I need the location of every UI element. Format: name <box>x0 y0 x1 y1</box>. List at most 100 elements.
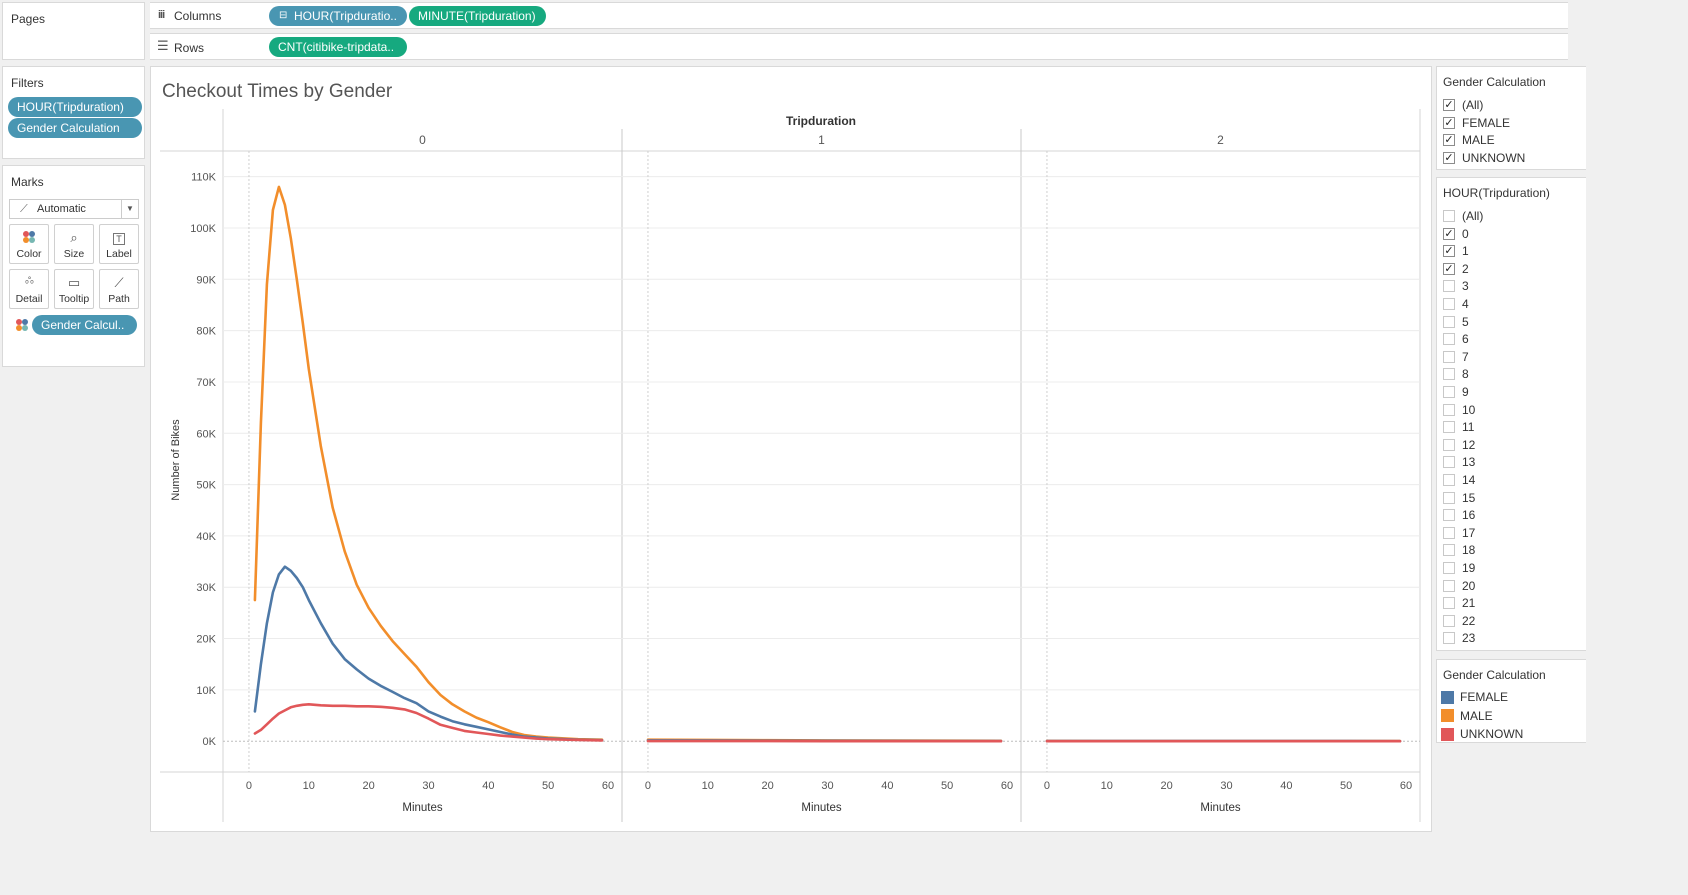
legend-label: UNKNOWN <box>1460 727 1524 741</box>
pages-shelf[interactable]: Pages <box>2 2 145 60</box>
hour-filter-option-label: 21 <box>1462 596 1476 611</box>
x-tick-label: 0 <box>246 780 252 792</box>
hour-filter-option[interactable]: 21 <box>1443 594 1475 612</box>
checkbox-unchecked[interactable] <box>1443 403 1455 416</box>
path-button[interactable]: ⟋ Path <box>99 269 139 309</box>
x-tick-label: 0 <box>1044 780 1050 792</box>
checkbox-unchecked[interactable] <box>1443 350 1455 363</box>
gender-filter-option[interactable]: ✓ FEMALE <box>1443 114 1510 132</box>
columns-pill-minute[interactable]: MINUTE(Tripduration) <box>409 6 546 26</box>
hour-filter-option[interactable]: 22 <box>1443 612 1475 630</box>
checkbox-unchecked[interactable] <box>1443 315 1455 328</box>
checkbox-unchecked[interactable] <box>1443 597 1455 610</box>
checkbox-unchecked[interactable] <box>1443 386 1455 398</box>
hour-filter-option[interactable]: 6 <box>1443 330 1469 348</box>
hour-filter-option[interactable]: 8 <box>1443 365 1469 383</box>
checkbox-unchecked[interactable] <box>1443 438 1455 451</box>
x-tick-label: 30 <box>821 780 833 792</box>
legend-swatch <box>1441 690 1454 704</box>
hour-filter-option[interactable]: 3 <box>1443 277 1469 295</box>
legend-item[interactable]: UNKNOWN <box>1441 725 1523 743</box>
hour-filter-option[interactable]: ✓ 2 <box>1443 260 1469 278</box>
checkbox-unchecked[interactable] <box>1443 333 1455 346</box>
color-pill-gender[interactable]: Gender Calcul.. <box>32 315 137 335</box>
checkbox-checked[interactable]: ✓ <box>1443 99 1455 111</box>
hour-filter-option-label: 11 <box>1462 420 1475 435</box>
column-header-title: Tripduration <box>786 114 856 128</box>
color-button[interactable]: Color <box>9 224 49 264</box>
hour-filter-option[interactable]: 7 <box>1443 348 1469 366</box>
mark-type-dropdown[interactable]: ⟋ Automatic ▼ <box>9 199 139 219</box>
checkbox-unchecked[interactable] <box>1443 544 1455 557</box>
hour-filter-option-label: 2 <box>1462 261 1469 276</box>
size-button[interactable]: ⌕ Size <box>54 224 94 264</box>
columns-pill-hour[interactable]: ⊟ HOUR(Tripduratio.. <box>269 6 407 26</box>
hour-filter-option[interactable]: 13 <box>1443 453 1475 471</box>
checkbox-checked[interactable]: ✓ <box>1443 134 1455 147</box>
filters-title: Filters <box>11 76 44 90</box>
filter-pill-hour[interactable]: HOUR(Tripduration) <box>8 97 142 117</box>
x-tick-label: 40 <box>881 780 893 792</box>
hour-filter-option[interactable]: 19 <box>1443 559 1475 577</box>
hour-filter-option[interactable]: 23 <box>1443 629 1475 647</box>
hour-filter-option[interactable]: 12 <box>1443 436 1475 454</box>
checkbox-checked[interactable]: ✓ <box>1443 262 1455 275</box>
gender-filter-option-label: MALE <box>1462 133 1495 148</box>
hour-filter-option[interactable]: 5 <box>1443 313 1469 331</box>
hour-filter-option[interactable]: ✓ 0 <box>1443 225 1469 243</box>
checkbox-unchecked[interactable] <box>1443 456 1455 469</box>
hour-filter-option[interactable]: 17 <box>1443 524 1475 542</box>
checkbox-checked[interactable]: ✓ <box>1443 227 1455 240</box>
checkbox-unchecked[interactable] <box>1443 280 1455 293</box>
checkbox-unchecked[interactable] <box>1443 562 1455 574</box>
checkbox-unchecked[interactable] <box>1443 579 1455 592</box>
y-tick-label: 30K <box>196 582 216 594</box>
pill-label: CNT(citibike-tripdata.. <box>278 40 395 54</box>
y-axis-title: Number of Bikes <box>170 419 182 501</box>
hour-filter-option[interactable]: 9 <box>1443 383 1469 401</box>
legend-item[interactable]: MALE <box>1441 707 1493 725</box>
hour-filter-option[interactable]: 18 <box>1443 541 1475 559</box>
mark-type-label: Automatic <box>37 203 86 215</box>
hour-filter-option[interactable]: ✓ 1 <box>1443 242 1469 260</box>
rows-pill-count[interactable]: CNT(citibike-tripdata.. <box>269 37 407 57</box>
checkbox-unchecked[interactable] <box>1443 526 1455 539</box>
gender-filter-option[interactable]: ✓ MALE <box>1443 131 1495 149</box>
panel-header-label: 0 <box>419 133 426 147</box>
checkbox-checked[interactable]: ✓ <box>1443 152 1455 165</box>
detail-button[interactable]: ₒ°ₒ Detail <box>9 269 49 309</box>
checkbox-unchecked[interactable] <box>1443 491 1455 504</box>
tooltip-icon: ▭ <box>67 275 81 290</box>
checkbox-unchecked[interactable] <box>1443 614 1455 627</box>
checkbox-unchecked[interactable] <box>1443 632 1455 645</box>
hour-filter-option[interactable]: 11 <box>1443 418 1474 436</box>
filters-shelf[interactable]: Filters HOUR(Tripduration) Gender Calcul… <box>2 66 145 159</box>
checkbox-checked[interactable]: ✓ <box>1443 116 1455 129</box>
gender-filter-option-label: UNKNOWN <box>1462 151 1526 166</box>
checkbox-unchecked[interactable] <box>1443 210 1455 222</box>
hour-filter-option[interactable]: 16 <box>1443 506 1475 524</box>
pill-label: MINUTE(Tripduration) <box>418 9 536 23</box>
checkbox-unchecked[interactable] <box>1443 421 1455 434</box>
x-tick-label: 20 <box>363 780 375 792</box>
legend-item[interactable]: FEMALE <box>1441 688 1508 706</box>
hour-filter-option[interactable]: 10 <box>1443 401 1475 419</box>
hour-filter-option[interactable]: 15 <box>1443 489 1475 507</box>
filter-pill-gender[interactable]: Gender Calculation <box>8 118 142 138</box>
x-tick-label: 30 <box>1220 780 1232 792</box>
checkbox-unchecked[interactable] <box>1443 368 1455 381</box>
checkbox-unchecked[interactable] <box>1443 298 1455 310</box>
hour-filter-option[interactable]: 20 <box>1443 577 1475 595</box>
checkbox-unchecked[interactable] <box>1443 509 1455 522</box>
label-button[interactable]: T Label <box>99 224 139 264</box>
hour-filter-option[interactable]: (All) <box>1443 207 1483 225</box>
hour-filter-option[interactable]: 14 <box>1443 471 1475 489</box>
columns-label: Columns <box>174 9 222 23</box>
tooltip-button[interactable]: ▭ Tooltip <box>54 269 94 309</box>
checkbox-checked[interactable]: ✓ <box>1443 245 1455 258</box>
hour-filter-option[interactable]: 4 <box>1443 295 1469 313</box>
y-tick-label: 0K <box>203 736 217 748</box>
gender-filter-option[interactable]: ✓ UNKNOWN <box>1443 149 1525 167</box>
gender-filter-option[interactable]: ✓ (All) <box>1443 96 1483 114</box>
checkbox-unchecked[interactable] <box>1443 474 1455 486</box>
